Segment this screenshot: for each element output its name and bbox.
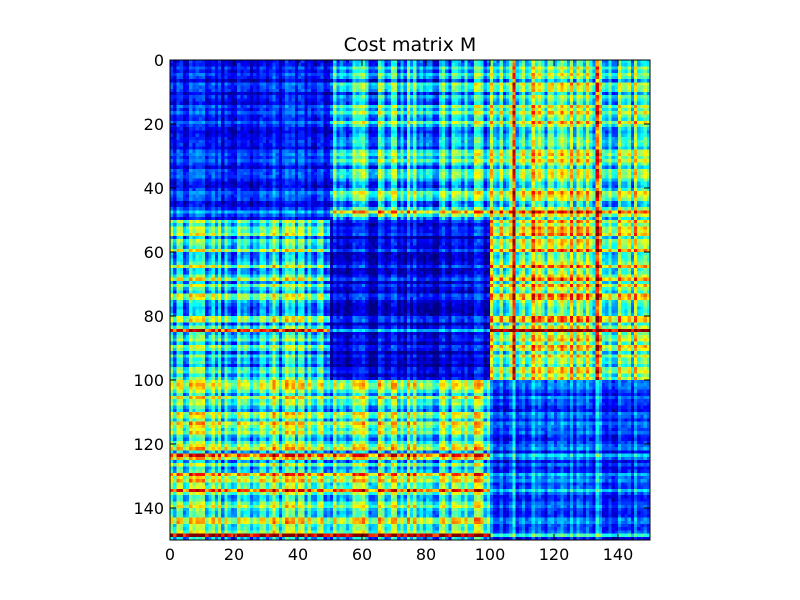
chart-title: Cost matrix M bbox=[343, 34, 477, 56]
y-tick-label: 80 bbox=[144, 307, 164, 326]
x-tick-label: 100 bbox=[475, 545, 506, 564]
y-tick-label: 140 bbox=[133, 499, 164, 518]
x-tick-label: 80 bbox=[416, 545, 436, 564]
heatmap-image bbox=[170, 60, 650, 540]
y-tick-label: 60 bbox=[144, 243, 164, 262]
y-tick-label: 40 bbox=[144, 179, 164, 198]
axes-frame bbox=[169, 59, 651, 541]
x-tick-label: 120 bbox=[539, 545, 570, 564]
x-tick-label: 40 bbox=[288, 545, 308, 564]
x-tick-label: 20 bbox=[224, 545, 244, 564]
x-tick-label: 0 bbox=[165, 545, 175, 564]
y-tick-label: 100 bbox=[133, 371, 164, 390]
y-tick-label: 20 bbox=[144, 115, 164, 134]
x-tick-label: 140 bbox=[603, 545, 634, 564]
x-tick-label: 60 bbox=[352, 545, 372, 564]
y-tick-label: 120 bbox=[133, 435, 164, 454]
y-tick-label: 0 bbox=[154, 51, 164, 70]
